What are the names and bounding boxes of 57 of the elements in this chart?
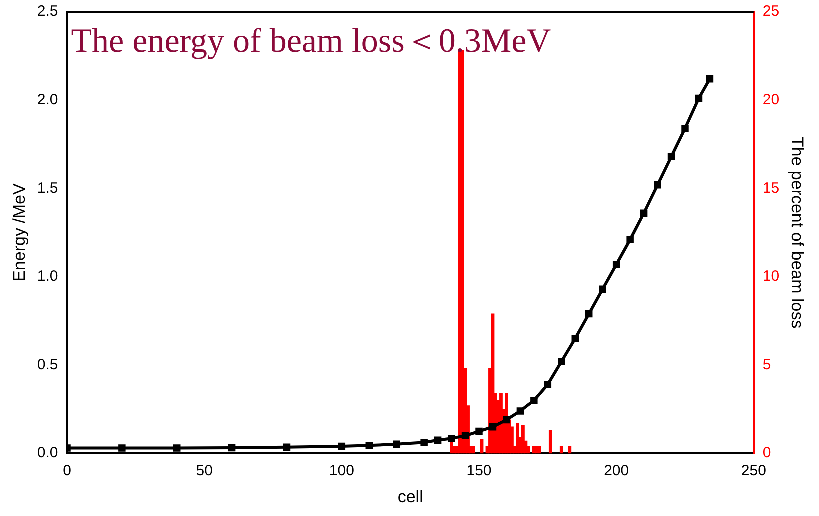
point bbox=[585, 310, 593, 318]
bar bbox=[472, 446, 476, 454]
point bbox=[448, 434, 456, 442]
bar bbox=[568, 446, 572, 454]
point bbox=[682, 124, 689, 132]
y-tick-label: 1.5 bbox=[37, 180, 58, 197]
point bbox=[612, 260, 620, 268]
y2-tick-label: 20 bbox=[762, 91, 780, 108]
point bbox=[706, 76, 714, 83]
y2-tick-label: 15 bbox=[762, 180, 780, 197]
point bbox=[393, 440, 400, 448]
bar bbox=[548, 430, 552, 454]
point bbox=[462, 432, 470, 440]
x-tick-label: 150 bbox=[466, 462, 492, 480]
y-tick-label: 2.5 bbox=[37, 3, 58, 20]
y-tick-label: 2.0 bbox=[37, 91, 58, 108]
bar bbox=[538, 446, 542, 454]
point bbox=[530, 396, 538, 404]
y-axis-title: Energy /MeV bbox=[10, 183, 29, 282]
point bbox=[668, 153, 676, 160]
y2-tick-label: 25 bbox=[762, 3, 780, 20]
y2-tick-label: 10 bbox=[762, 268, 780, 286]
y2-tick-label: 5 bbox=[762, 356, 772, 374]
chart-title: The energy of beam loss＜0.3MeV bbox=[71, 22, 552, 60]
x-axis-title: cell bbox=[398, 487, 424, 506]
point bbox=[640, 210, 648, 217]
point bbox=[366, 442, 374, 450]
bar bbox=[461, 50, 464, 454]
x-tick-label: 0 bbox=[63, 462, 72, 480]
bar bbox=[560, 446, 564, 454]
point bbox=[489, 423, 497, 431]
x-tick-label: 200 bbox=[604, 462, 630, 480]
point bbox=[420, 439, 428, 446]
point bbox=[558, 358, 566, 366]
point bbox=[228, 444, 236, 452]
y-tick-label: 0.5 bbox=[37, 356, 58, 374]
point bbox=[695, 94, 703, 102]
x-tick-label: 50 bbox=[196, 462, 213, 480]
point bbox=[599, 286, 606, 293]
point bbox=[476, 428, 483, 436]
y-tick-label: 1.0 bbox=[37, 268, 58, 286]
point bbox=[654, 181, 662, 189]
point bbox=[118, 444, 126, 452]
y2-axis-title: The percent of beam loss bbox=[788, 136, 808, 329]
point bbox=[516, 408, 524, 415]
x-tick-label: 250 bbox=[741, 462, 766, 480]
point bbox=[173, 444, 181, 452]
point bbox=[338, 442, 346, 450]
point bbox=[503, 416, 510, 424]
point bbox=[434, 436, 442, 444]
y-tick-label: 0.0 bbox=[37, 444, 58, 462]
x-tick-label: 100 bbox=[329, 462, 354, 480]
point bbox=[283, 444, 291, 452]
point bbox=[544, 381, 552, 388]
point bbox=[572, 335, 580, 342]
point bbox=[626, 236, 634, 244]
y2-tick-label: 0 bbox=[762, 444, 772, 462]
